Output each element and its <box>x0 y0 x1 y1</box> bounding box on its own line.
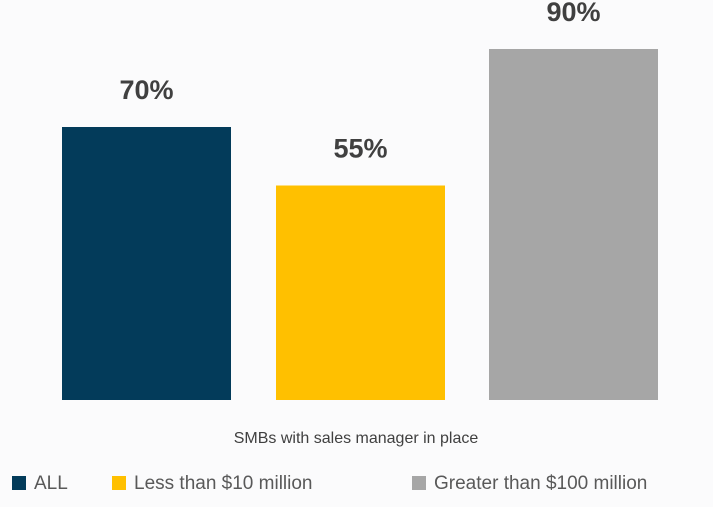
bar-1 <box>62 127 231 400</box>
legend: ALL Less than $10 million Greater than $10… <box>12 473 647 494</box>
legend-swatch <box>12 476 26 490</box>
legend-label: Less than $10 million <box>134 473 313 494</box>
data-label-1: 70% <box>119 75 173 105</box>
bar-2 <box>276 185 445 400</box>
legend-item-1: ALL <box>12 473 68 494</box>
data-label-3: 90% <box>546 0 600 27</box>
category-label: SMBs with sales manager in place <box>234 430 479 447</box>
data-labels-group: 70% 55% 90% <box>119 0 600 164</box>
bars-group <box>62 49 658 400</box>
legend-swatch <box>112 476 126 490</box>
legend-label: Greater than $100 million <box>434 473 647 494</box>
data-label-2: 55% <box>333 134 387 164</box>
legend-label: ALL <box>34 473 68 494</box>
legend-swatch <box>412 476 426 490</box>
legend-item-2: Less than $10 million <box>112 473 313 494</box>
bar-3 <box>489 49 658 400</box>
legend-item-3: Greater than $100 million <box>412 473 647 494</box>
